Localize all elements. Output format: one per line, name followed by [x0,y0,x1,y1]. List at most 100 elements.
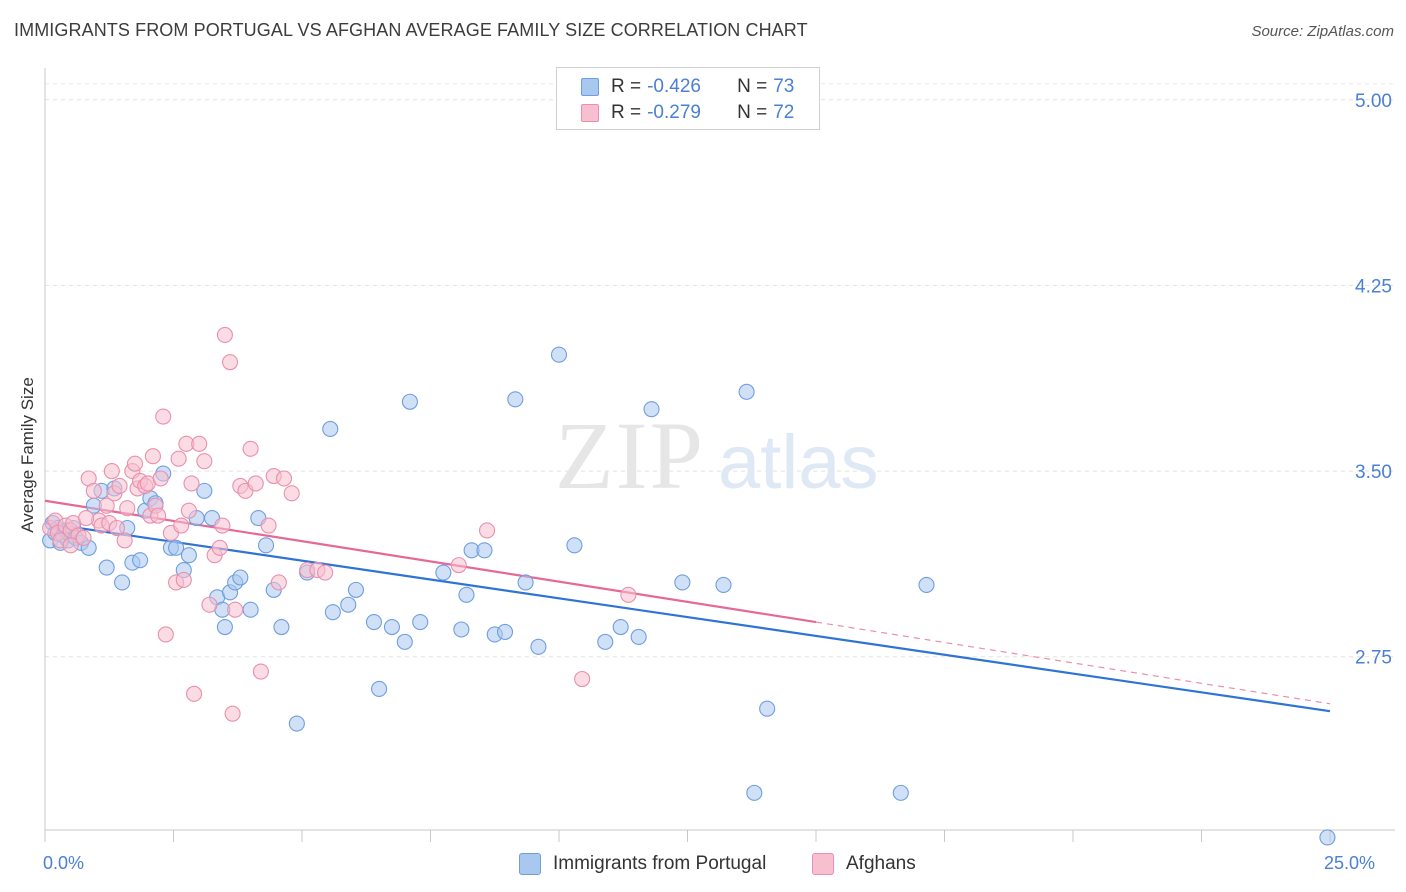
portugal-point [288,715,305,732]
afghan-point [103,463,120,480]
afghan-point [75,529,92,546]
chart-title: IMMIGRANTS FROM PORTUGAL VS AFGHAN AVERA… [14,20,808,40]
legend-n-value: 73 [773,76,795,97]
portugal-point [412,614,429,631]
afghan-point [150,507,167,524]
legend-r-value: -0.279 [647,102,701,123]
tick-labels: 2.75 3.50 4.25 5.00 [1355,91,1392,669]
portugal-point [383,618,401,636]
afghan-point [214,517,231,534]
x-tick-label-min: 0.0% [43,853,85,873]
y-tick-label: 2.75 [1355,648,1392,669]
portugal-point [918,576,935,593]
portugal-point [476,542,493,559]
afghan-point [227,601,244,618]
afghan-point [183,475,200,492]
portugal-point [453,621,470,638]
data-points [42,326,1336,846]
legend-r-value: -0.426 [647,76,701,97]
portugal-point [759,700,776,717]
watermark-zip: ZIP [555,402,705,509]
portugal-point [396,633,413,650]
portugal-point [458,586,475,603]
afghan-point [211,539,228,556]
afghan-point [252,663,269,680]
portugal-point [643,401,660,418]
afghan-point [175,571,192,589]
afghan-point [116,532,133,549]
series-legend-afghans[interactable]: Afghans [812,853,916,875]
afghan-point [201,596,218,613]
watermark-atlas: atlas [718,420,879,505]
legend-r-label: R = [611,102,642,123]
portugal-point [324,604,341,621]
legend-n-label: N = [737,76,768,97]
portugal-point [371,680,388,697]
afghan-point [155,408,172,425]
series-legend-label: Immigrants from Portugal [553,853,767,874]
afghan-point [85,482,102,499]
trend-line-afghans [44,499,817,624]
portugal-point [347,581,365,598]
afghan-point [186,685,203,702]
series-legend-label: Afghans [846,853,916,874]
x-tick-label-max: 25.0% [1324,853,1376,873]
portugal-point [322,420,339,438]
afghan-point [216,326,233,343]
afghan-point [275,470,293,487]
afghan-point [62,537,79,554]
afghan-point [180,502,197,519]
portugal-point [435,564,452,581]
legend-swatch-portugal [581,78,599,96]
trend-lines [44,499,1331,713]
y-tick-label: 4.25 [1355,276,1392,297]
afghan-point [191,435,208,452]
afghan-point [242,440,259,457]
portugal-point [216,618,233,636]
legend-n-label: N = [737,102,768,123]
afghan-point [270,574,287,591]
portugal-point [746,784,763,801]
portugal-point [550,346,568,363]
afghan-point [157,626,174,643]
series-legend-portugal[interactable]: Immigrants from Portugal [519,853,766,875]
correlation-legend: R = -0.426 N = 73 R = -0.279 N = 72 [556,67,820,130]
portugal-point [168,539,185,556]
watermark: ZIP atlas [555,402,879,509]
portugal-point [530,638,547,655]
portugal-point [257,537,275,554]
portugal-point [738,383,755,400]
afghan-point [260,517,277,534]
portugal-point [892,784,909,801]
trend-line-portugal [44,521,1331,713]
afghan-point [126,455,143,472]
portugal-point [612,618,629,636]
portugal-point [715,576,732,593]
afghan-point [574,670,591,688]
afghan-point [478,522,496,539]
portugal-point [674,574,691,591]
portugal-point [232,569,249,586]
afghan-point [152,470,169,487]
trend-line-extension [815,621,1331,705]
y-tick-label: 3.50 [1355,462,1392,483]
legend-r-label: R = [611,76,642,97]
afghan-point [78,510,95,527]
portugal-point [196,482,213,499]
source-label: Source: ZipAtlas.com [1251,23,1394,40]
grid-lines [45,83,1395,658]
portugal-point [365,614,383,631]
portugal-point [1319,829,1336,846]
legend-n-value: 72 [773,102,795,123]
afghan-point [196,453,213,470]
afghan-point [173,517,190,534]
afghan-point [450,557,467,574]
afghan-point [119,500,136,517]
portugal-point [273,618,290,636]
portugal-point [242,601,259,618]
afghan-point [247,475,264,492]
legend-swatch-afghans [581,104,599,122]
series-swatch-afghans [812,853,834,875]
legend-row-afghans: R = -0.279 N = 72 [581,101,794,125]
